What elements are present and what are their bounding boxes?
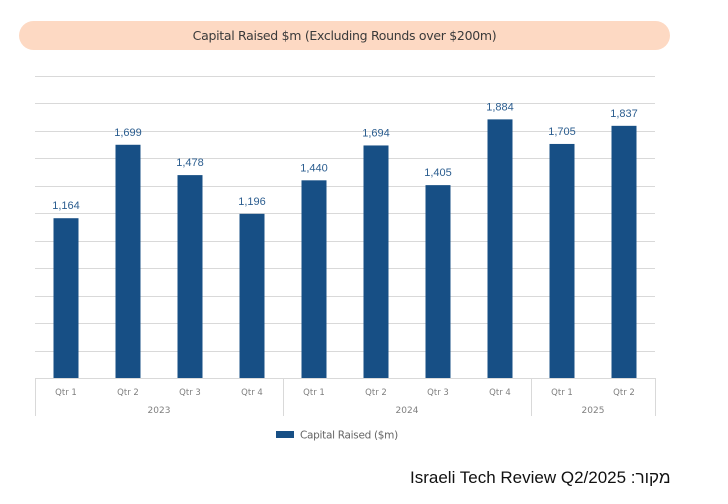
source-footer: Israeli Tech Review Q2/2025 :מקור <box>410 468 671 488</box>
chart-title-banner: Capital Raised $m (Excluding Rounds over… <box>19 21 670 50</box>
x-tick-label: Qtr 4 <box>241 388 263 398</box>
x-tick-label: Qtr 2 <box>613 388 635 398</box>
data-label: 1,405 <box>424 167 452 179</box>
x-tick-label: Qtr 1 <box>303 388 325 398</box>
data-label: 1,478 <box>176 157 204 169</box>
x-tick-label: Qtr 3 <box>179 388 201 398</box>
x-axis: Qtr 1 Qtr 2 Qtr 3 Qtr 4 Qtr 1 Qtr 2 Qtr 3 Qtr 4… <box>35 378 656 416</box>
x-group-label: 2025 <box>582 406 605 416</box>
data-label: 1,440 <box>300 162 328 174</box>
bar <box>177 175 203 378</box>
data-label: 1,884 <box>486 101 514 113</box>
data-label: 1,837 <box>610 108 638 120</box>
x-tick-label: Qtr 2 <box>117 388 139 398</box>
legend: Capital Raised ($m) <box>276 430 398 442</box>
data-label: 1,699 <box>114 127 142 139</box>
bars <box>53 119 637 379</box>
bar <box>115 144 141 378</box>
bar <box>549 143 575 378</box>
bar <box>53 218 79 378</box>
chart-title: Capital Raised $m (Excluding Rounds over… <box>192 28 497 43</box>
data-labels: 1,164 1,699 1,478 1,196 1,440 1,694 1,405 1,884… <box>52 101 638 212</box>
bar <box>363 145 389 378</box>
x-tick-label: Qtr 3 <box>427 388 449 398</box>
source-text: Israeli Tech Review Q2/2025 :מקור <box>410 468 671 487</box>
bar <box>301 180 327 378</box>
x-group-label: 2024 <box>396 406 419 416</box>
x-group-label: 2023 <box>148 406 171 416</box>
bar <box>487 119 513 379</box>
bar <box>425 185 451 378</box>
bar <box>611 125 637 378</box>
data-label: 1,705 <box>548 126 576 138</box>
bar <box>239 213 265 378</box>
data-label: 1,694 <box>362 127 390 139</box>
x-tick-label: Qtr 4 <box>489 388 511 398</box>
legend-label: Capital Raised ($m) <box>300 430 398 442</box>
data-label: 1,196 <box>238 196 266 208</box>
data-label: 1,164 <box>52 200 80 212</box>
x-tick-label: Qtr 2 <box>365 388 387 398</box>
x-tick-label: Qtr 1 <box>55 388 77 398</box>
x-tick-label: Qtr 1 <box>551 388 573 398</box>
legend-swatch <box>276 431 294 438</box>
